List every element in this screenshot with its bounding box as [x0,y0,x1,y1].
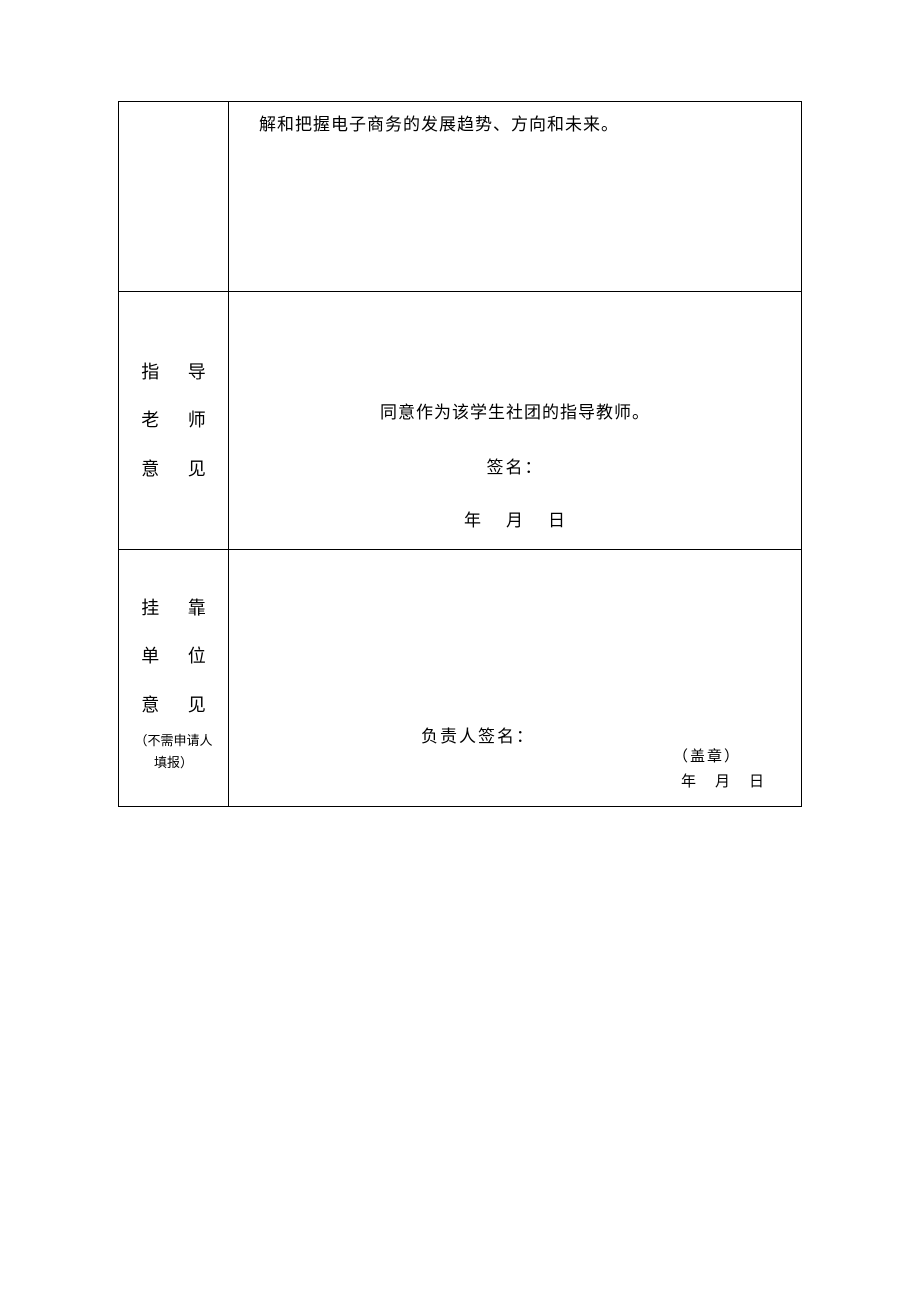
unit-note-2: 填报） [154,753,193,773]
table-row-content: 解和把握电子商务的发展趋势、方向和未来。 [119,102,801,292]
label-cell-unit: 挂 靠 单 位 意 见 （不需申请人 填报） [119,550,229,806]
content-cell-unit: 负责人签名： （盖章） 年 月 日 [229,550,801,806]
unit-label-2: 单 位 [129,632,218,681]
teacher-label-2: 老 师 [129,396,218,445]
form-table: 解和把握电子商务的发展趋势、方向和未来。 指 导 老 师 意 见 同意作为该学生… [118,101,802,807]
continuation-text: 解和把握电子商务的发展趋势、方向和未来。 [259,110,791,135]
table-row-unit: 挂 靠 单 位 意 见 （不需申请人 填报） 负责人签名： （盖章） 年 月 日 [119,550,801,806]
unit-note-1: （不需申请人 [134,731,212,751]
teacher-label-1: 指 导 [129,348,218,397]
unit-date-month: 月 [715,774,731,790]
label-cell-teacher: 指 导 老 师 意 见 [119,292,229,549]
date-day: 日 [548,511,566,530]
content-cell-teacher: 同意作为该学生社团的指导教师。 签名： 年 月 日 [229,292,801,549]
teacher-signature-label: 签名： [487,453,544,478]
teacher-date-line: 年月日 [464,506,566,531]
unit-date-day: 日 [749,774,765,790]
unit-date-year: 年 [681,774,697,790]
date-year: 年 [464,511,482,530]
content-cell-top: 解和把握电子商务的发展趋势、方向和未来。 [229,102,801,291]
unit-date-line: 年月日 [681,770,765,791]
teacher-label-3: 意 见 [129,445,218,494]
label-cell-empty [119,102,229,291]
unit-signature-label: 负责人签名： [421,722,535,747]
unit-label-3: 意 见 [129,681,218,730]
table-row-teacher: 指 导 老 师 意 见 同意作为该学生社团的指导教师。 签名： 年 月 日 [119,292,801,550]
date-month: 月 [506,511,524,530]
teacher-agreement-text: 同意作为该学生社团的指导教师。 [380,398,650,423]
unit-label-1: 挂 靠 [129,584,218,633]
unit-seal-label: （盖章） [673,745,741,766]
